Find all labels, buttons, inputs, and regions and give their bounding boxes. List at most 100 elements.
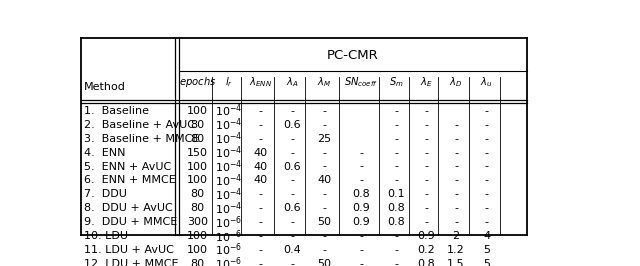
Text: 0.9: 0.9 (417, 231, 435, 241)
Text: 40: 40 (253, 148, 267, 158)
Text: -: - (291, 231, 294, 241)
Text: 0.2: 0.2 (417, 245, 435, 255)
Text: 0.8: 0.8 (353, 189, 370, 200)
Text: -: - (323, 189, 326, 200)
Text: $\lambda_{ENN}$: $\lambda_{ENN}$ (248, 75, 271, 89)
Text: -: - (359, 245, 364, 255)
Text: -: - (454, 217, 458, 227)
Text: -: - (291, 106, 294, 116)
Text: -: - (394, 231, 399, 241)
Text: -: - (394, 259, 399, 266)
Text: -: - (291, 148, 294, 158)
Text: $10^{-6}$: $10^{-6}$ (215, 256, 243, 266)
Text: $\lambda_D$: $\lambda_D$ (449, 75, 463, 89)
Text: 0.1: 0.1 (388, 189, 405, 200)
Text: -: - (359, 259, 364, 266)
Text: -: - (258, 231, 262, 241)
Text: 0.6: 0.6 (284, 120, 301, 130)
Text: 3.  Baseline + MMCE: 3. Baseline + MMCE (84, 134, 199, 144)
Text: 4: 4 (483, 231, 490, 241)
Text: 25: 25 (317, 134, 332, 144)
Text: -: - (394, 176, 399, 185)
Text: 1.  Baseline: 1. Baseline (84, 106, 149, 116)
Text: $10^{-6}$: $10^{-6}$ (215, 242, 243, 259)
Text: -: - (359, 148, 364, 158)
Text: -: - (394, 134, 399, 144)
Text: -: - (424, 106, 428, 116)
Text: 100: 100 (187, 106, 208, 116)
Text: -: - (484, 176, 489, 185)
Text: 100: 100 (187, 231, 208, 241)
Text: -: - (484, 106, 489, 116)
Text: -: - (484, 217, 489, 227)
Text: -: - (258, 134, 262, 144)
Text: -: - (454, 134, 458, 144)
Text: 100: 100 (187, 245, 208, 255)
Text: -: - (424, 189, 428, 200)
Text: -: - (258, 203, 262, 213)
Text: -: - (484, 148, 489, 158)
Text: -: - (394, 106, 399, 116)
Text: 7.  DDU: 7. DDU (84, 189, 127, 200)
Text: $10^{-4}$: $10^{-4}$ (215, 186, 243, 203)
Text: -: - (258, 120, 262, 130)
Text: $epochs$: $epochs$ (179, 75, 216, 89)
Text: -: - (454, 176, 458, 185)
Text: 100: 100 (187, 176, 208, 185)
Text: -: - (258, 189, 262, 200)
Text: 0.6: 0.6 (284, 161, 301, 172)
Text: 0.8: 0.8 (417, 259, 435, 266)
Text: -: - (394, 245, 399, 255)
Text: -: - (291, 176, 294, 185)
Text: 0.8: 0.8 (388, 217, 405, 227)
Text: 80: 80 (191, 134, 205, 144)
Text: 10. LDU: 10. LDU (84, 231, 128, 241)
Text: -: - (323, 231, 326, 241)
Text: 5: 5 (483, 245, 490, 255)
Text: -: - (424, 203, 428, 213)
Text: 8.  DDU + AvUC: 8. DDU + AvUC (84, 203, 173, 213)
Text: -: - (424, 217, 428, 227)
Text: -: - (323, 106, 326, 116)
Text: $\lambda_A$: $\lambda_A$ (286, 75, 299, 89)
Text: $10^{-6}$: $10^{-6}$ (215, 228, 243, 244)
Text: -: - (291, 189, 294, 200)
Text: $10^{-4}$: $10^{-4}$ (215, 172, 243, 189)
Text: -: - (394, 120, 399, 130)
Text: $SN_{coeff}$: $SN_{coeff}$ (344, 75, 378, 89)
Text: 150: 150 (187, 148, 208, 158)
Text: 1.5: 1.5 (447, 259, 465, 266)
Text: -: - (258, 106, 262, 116)
Text: -: - (394, 148, 399, 158)
Text: -: - (394, 161, 399, 172)
Text: -: - (323, 161, 326, 172)
Text: -: - (424, 120, 428, 130)
Text: -: - (258, 245, 262, 255)
Text: $10^{-6}$: $10^{-6}$ (215, 214, 243, 231)
Text: $\lambda_M$: $\lambda_M$ (317, 75, 332, 89)
Text: 12. LDU + MMCE: 12. LDU + MMCE (84, 259, 179, 266)
Text: $10^{-4}$: $10^{-4}$ (215, 117, 243, 133)
Text: 6.  ENN + MMCE: 6. ENN + MMCE (84, 176, 176, 185)
Text: 80: 80 (191, 259, 205, 266)
Text: 0.9: 0.9 (353, 203, 370, 213)
Text: 80: 80 (191, 120, 205, 130)
Text: -: - (323, 203, 326, 213)
Text: 2: 2 (452, 231, 460, 241)
Text: -: - (454, 189, 458, 200)
Text: -: - (424, 176, 428, 185)
Text: 1.2: 1.2 (447, 245, 465, 255)
Text: -: - (291, 259, 294, 266)
Text: -: - (323, 120, 326, 130)
Text: -: - (291, 217, 294, 227)
Text: -: - (484, 134, 489, 144)
Text: 40: 40 (253, 161, 267, 172)
Text: 4.  ENN: 4. ENN (84, 148, 125, 158)
Text: -: - (258, 217, 262, 227)
Text: 2.  Baseline + AvUC: 2. Baseline + AvUC (84, 120, 195, 130)
Text: 50: 50 (317, 217, 332, 227)
Text: $10^{-4}$: $10^{-4}$ (215, 200, 243, 217)
Text: PC-CMR: PC-CMR (327, 49, 379, 62)
Text: $\lambda_u$: $\lambda_u$ (481, 75, 493, 89)
Text: 40: 40 (253, 176, 267, 185)
